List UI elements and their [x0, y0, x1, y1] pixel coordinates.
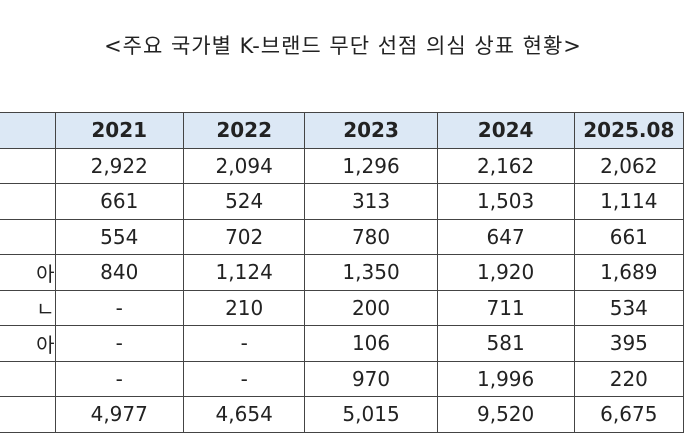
table-cell: 780 — [304, 218, 438, 255]
row-label — [0, 396, 56, 433]
row-label — [0, 147, 56, 184]
column-header: 2021 — [54, 112, 184, 149]
table-cell: 1,920 — [436, 254, 575, 291]
table-cell: 647 — [436, 218, 575, 255]
table-row: 2,922 2,094 1,296 2,162 2,062 — [0, 147, 685, 184]
table-cell: - — [54, 289, 184, 326]
table-cell: 661 — [573, 218, 685, 255]
table-cell: 2,162 — [436, 147, 575, 184]
table-title: <주요 국가별 K-브랜드 무단 선점 의심 상표 현황> — [104, 34, 582, 58]
table-cell: 1,350 — [304, 254, 438, 291]
table-cell: 395 — [573, 325, 685, 362]
table-cell: 2,094 — [182, 147, 306, 184]
table-cell: 6,675 — [573, 396, 685, 433]
table-cell: 2,922 — [54, 147, 184, 184]
table-cell: 200 — [304, 289, 438, 326]
table-cell: 970 — [304, 360, 438, 397]
table-cell: 840 — [54, 254, 184, 291]
table-row: 661 524 313 1,503 1,114 — [0, 183, 685, 220]
table-row: 4,977 4,654 5,015 9,520 6,675 — [0, 396, 685, 433]
table-row: 아 - -106 581 395 — [0, 325, 685, 362]
table-cell: 534 — [573, 289, 685, 326]
table-cell: 661 — [54, 183, 184, 220]
row-label: ㄴ — [0, 289, 56, 326]
table-cell: 1,124 — [182, 254, 306, 291]
table-cell: 9,520 — [436, 396, 575, 433]
table-cell: 1,114 — [573, 183, 685, 220]
table-cell: - — [54, 360, 184, 397]
table-cell: 5,015 — [304, 396, 438, 433]
table-cell: 1,996 — [436, 360, 575, 397]
table-cell: 581 — [436, 325, 575, 362]
row-label — [0, 183, 56, 220]
header-row: 2021 2022 2023 2024 2025.08 — [0, 112, 685, 149]
table-cell: 313 — [304, 183, 438, 220]
table-cell: - — [182, 360, 306, 397]
table-cell: 524 — [182, 183, 306, 220]
table-cell: 1,296 — [304, 147, 438, 184]
table-cell: 554 — [54, 218, 184, 255]
table-cell: 220 — [573, 360, 685, 397]
table-cell: - — [182, 325, 306, 362]
table-row: ㄴ -210 200 711 534 — [0, 289, 685, 326]
column-header — [0, 112, 56, 149]
row-label — [0, 218, 56, 255]
table-cell: 4,977 — [54, 396, 184, 433]
column-header: 2022 — [182, 112, 306, 149]
row-label — [0, 360, 56, 397]
table-cell: 210 — [182, 289, 306, 326]
table-cell: 711 — [436, 289, 575, 326]
row-label: 아 — [0, 254, 56, 291]
table-cell: 2,062 — [573, 147, 685, 184]
table-cell: 1,503 — [436, 183, 575, 220]
table-cell: - — [54, 325, 184, 362]
table-cell: 702 — [182, 218, 306, 255]
table-cell: 4,654 — [182, 396, 306, 433]
trademark-table: 2021 2022 2023 2024 2025.08 2,922 2,094 1,296 2… — [0, 112, 685, 433]
table-row: - -970 1,996 220 — [0, 360, 685, 397]
table-row: 아 840 1,124 1,350 1,920 1,689 — [0, 254, 685, 291]
column-header: 2023 — [304, 112, 438, 149]
row-label: 아 — [0, 325, 56, 362]
column-header: 2024 — [436, 112, 575, 149]
table-row: 554 702 780 647 661 — [0, 218, 685, 255]
table-cell: 1,689 — [573, 254, 685, 291]
column-header: 2025.08 — [573, 112, 685, 149]
table-cell: 106 — [304, 325, 438, 362]
